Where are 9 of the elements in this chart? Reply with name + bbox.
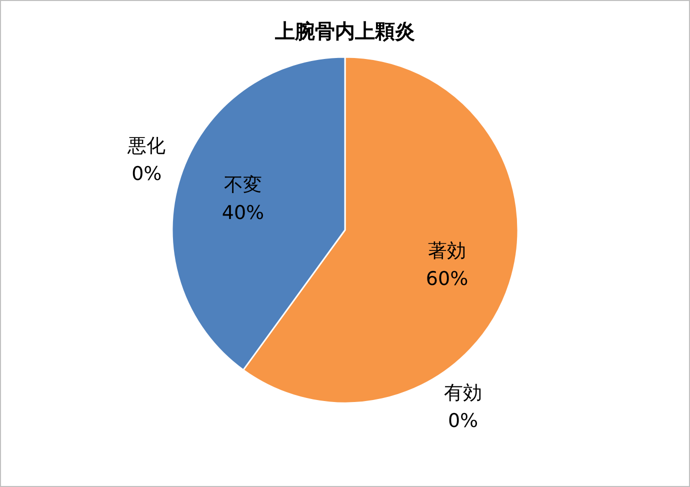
slice-label: 著効 [428,240,466,262]
slice-label: 不変 [224,174,262,196]
category-label: 有効 [444,382,482,404]
category-label: 悪化 [128,134,166,157]
text: 0% [448,410,478,432]
data-label: 60% [426,268,468,290]
text: 0% [132,162,162,185]
chart-title: 上腕骨内上顆炎 [274,19,415,43]
data-label: 40% [222,202,264,224]
